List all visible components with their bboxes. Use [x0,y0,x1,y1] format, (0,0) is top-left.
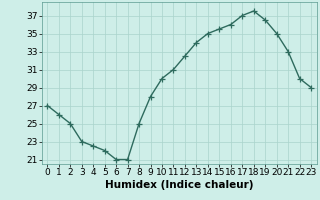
X-axis label: Humidex (Indice chaleur): Humidex (Indice chaleur) [105,180,253,190]
